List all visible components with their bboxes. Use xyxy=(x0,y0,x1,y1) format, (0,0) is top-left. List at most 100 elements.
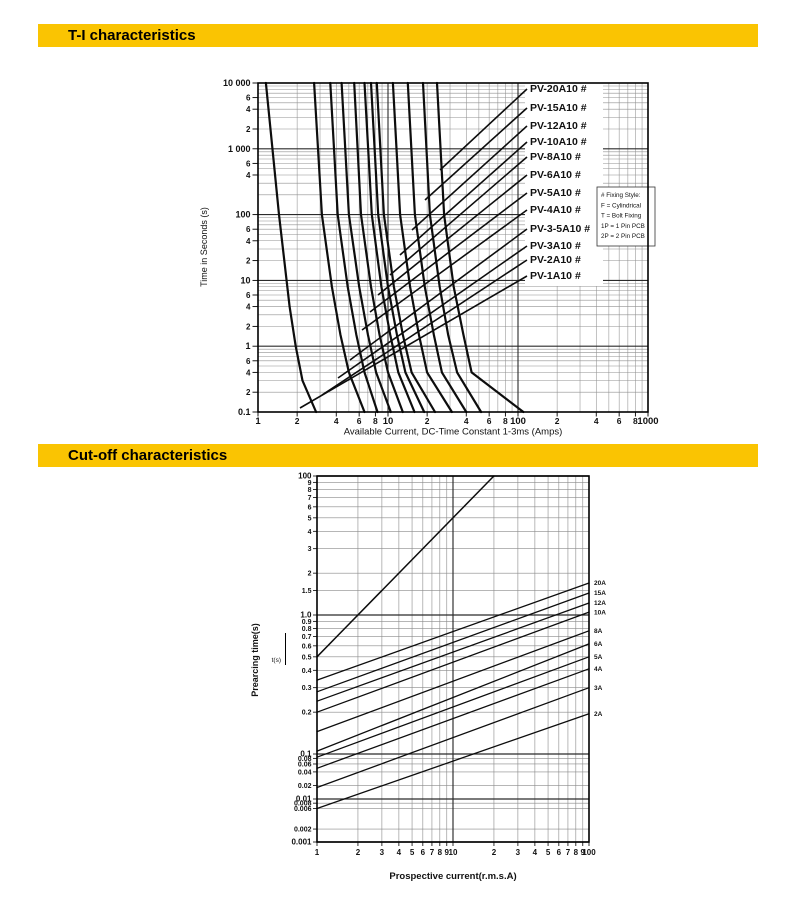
svg-text:9: 9 xyxy=(445,848,450,857)
svg-text:0.06: 0.06 xyxy=(298,761,312,768)
svg-text:PV-4A10 #: PV-4A10 # xyxy=(530,204,581,216)
svg-text:1P = 1 Pin PCB: 1P = 1 Pin PCB xyxy=(601,223,645,230)
svg-text:6: 6 xyxy=(246,291,251,300)
svg-text:0.1: 0.1 xyxy=(238,407,251,417)
ti-y-tick-labels: 10 000 6 4 2 1 000 6 4 100 6 4 2 10 6 4 2 1 6 4 2 0.1 xyxy=(223,78,258,417)
svg-text:100: 100 xyxy=(510,416,526,427)
svg-text:100: 100 xyxy=(235,210,250,220)
ti-label-strip xyxy=(525,79,603,286)
svg-text:7: 7 xyxy=(430,848,435,857)
svg-text:1: 1 xyxy=(245,341,250,351)
svg-text:0.6: 0.6 xyxy=(302,643,312,650)
svg-text:4: 4 xyxy=(246,368,251,377)
svg-text:PV-8A10 #: PV-8A10 # xyxy=(530,151,581,163)
svg-text:3A: 3A xyxy=(594,685,603,692)
svg-text:8A: 8A xyxy=(594,628,603,635)
svg-text:9: 9 xyxy=(581,848,586,857)
svg-text:PV-15A10 #: PV-15A10 # xyxy=(530,102,587,114)
svg-text:0.4: 0.4 xyxy=(302,668,312,675)
svg-text:PV-12A10 #: PV-12A10 # xyxy=(530,120,587,132)
svg-text:9: 9 xyxy=(308,480,312,487)
svg-text:0.002: 0.002 xyxy=(294,827,312,834)
svg-text:t(s): t(s) xyxy=(272,657,281,664)
svg-text:2: 2 xyxy=(246,125,251,134)
svg-text:3: 3 xyxy=(308,546,312,553)
svg-text:PV-2A10 #: PV-2A10 # xyxy=(530,254,581,266)
svg-text:0.2: 0.2 xyxy=(302,710,312,717)
svg-text:2: 2 xyxy=(246,388,251,397)
svg-text:PV-6A10 #: PV-6A10 # xyxy=(530,169,581,181)
cutoff-x-axis-title: Prospective current(r.m.s.A) xyxy=(389,871,516,882)
svg-text:8: 8 xyxy=(308,487,312,494)
svg-text:4: 4 xyxy=(397,848,402,857)
svg-text:4A: 4A xyxy=(594,666,603,673)
svg-text:8: 8 xyxy=(633,416,638,426)
svg-text:2: 2 xyxy=(492,848,497,857)
svg-text:4: 4 xyxy=(246,303,251,312)
cutoff-y-axis-title: Prearcing time(s) xyxy=(250,623,260,697)
ti-x-tick-labels: 1 2 4 6 8 10 2 4 6 8 100 2 4 6 8 1000 xyxy=(255,412,659,427)
svg-text:1 000: 1 000 xyxy=(228,144,251,154)
svg-text:0.008: 0.008 xyxy=(294,801,312,808)
svg-text:4: 4 xyxy=(533,848,538,857)
time-scale-annotation: t(s) xyxy=(272,633,286,665)
svg-text:PV-3A10 #: PV-3A10 # xyxy=(530,240,581,252)
svg-text:2: 2 xyxy=(425,416,430,426)
svg-text:PV-1A10 #: PV-1A10 # xyxy=(530,270,581,282)
svg-text:6: 6 xyxy=(246,357,251,366)
svg-text:6: 6 xyxy=(246,159,251,168)
svg-text:6: 6 xyxy=(557,848,562,857)
ti-y-axis-title: Time in Seconds (s) xyxy=(199,207,209,287)
svg-text:# Fixing Style:: # Fixing Style: xyxy=(601,192,641,199)
svg-text:0.1: 0.1 xyxy=(300,750,312,759)
cutoff-rating-labels: 20A 15A 12A 10A 8A 6A 5A 4A 3A 2A xyxy=(594,580,606,718)
svg-text:100: 100 xyxy=(582,848,596,857)
svg-text:1: 1 xyxy=(255,416,261,427)
cutoff-section-title: Cut-off characteristics xyxy=(68,447,228,464)
ti-section-title: T-I characteristics xyxy=(68,27,196,44)
svg-text:8: 8 xyxy=(373,416,378,426)
svg-text:15A: 15A xyxy=(594,590,606,597)
svg-text:5: 5 xyxy=(410,848,415,857)
svg-text:7: 7 xyxy=(566,848,571,857)
svg-text:10 000: 10 000 xyxy=(223,78,251,88)
svg-text:2P = 2 Pin PCB: 2P = 2 Pin PCB xyxy=(601,233,645,240)
svg-text:PV-10A10 #: PV-10A10 # xyxy=(530,136,587,148)
svg-text:100: 100 xyxy=(298,472,312,481)
cutoff-lines xyxy=(316,475,590,810)
svg-text:4: 4 xyxy=(246,237,251,246)
svg-text:0.7: 0.7 xyxy=(302,634,312,641)
svg-text:8: 8 xyxy=(438,848,443,857)
svg-text:2: 2 xyxy=(246,257,251,266)
svg-text:10: 10 xyxy=(383,416,394,427)
cutoff-characteristics-chart: 20A15A12A10A8A6A5A4A3A2A100987654321.51.… xyxy=(250,472,606,883)
cutoff-section-banner: Cut-off characteristics xyxy=(38,444,758,467)
svg-text:0.02: 0.02 xyxy=(298,783,312,790)
svg-text:12A: 12A xyxy=(594,600,606,607)
svg-text:0.006: 0.006 xyxy=(294,806,312,813)
svg-text:2: 2 xyxy=(295,416,300,426)
ti-characteristics-chart: # Fixing Style: F = Cylindrical T = Bolt F… xyxy=(199,78,659,438)
svg-text:6: 6 xyxy=(246,94,251,103)
svg-text:20A: 20A xyxy=(594,580,606,587)
svg-text:6: 6 xyxy=(246,225,251,234)
svg-text:2: 2 xyxy=(308,571,312,578)
svg-text:8: 8 xyxy=(574,848,579,857)
svg-text:10: 10 xyxy=(240,275,250,285)
ti-plot-frame xyxy=(257,82,649,413)
svg-text:2: 2 xyxy=(555,416,560,426)
ti-curve-labels: PV-20A10 # PV-15A10 # PV-12A10 # PV-10A10 #… xyxy=(530,83,590,282)
svg-text:4: 4 xyxy=(464,416,469,426)
svg-text:4: 4 xyxy=(334,416,339,426)
svg-text:2: 2 xyxy=(246,322,251,331)
svg-text:4: 4 xyxy=(246,171,251,180)
svg-text:0.001: 0.001 xyxy=(291,838,312,847)
svg-text:0.3: 0.3 xyxy=(302,685,312,692)
svg-text:6: 6 xyxy=(421,848,426,857)
ti-leader-lines xyxy=(299,88,528,409)
svg-text:1: 1 xyxy=(315,848,320,857)
fixing-style-note: # Fixing Style: F = Cylindrical T = Bolt F… xyxy=(596,186,656,247)
svg-text:F = Cylindrical: F = Cylindrical xyxy=(601,202,641,209)
